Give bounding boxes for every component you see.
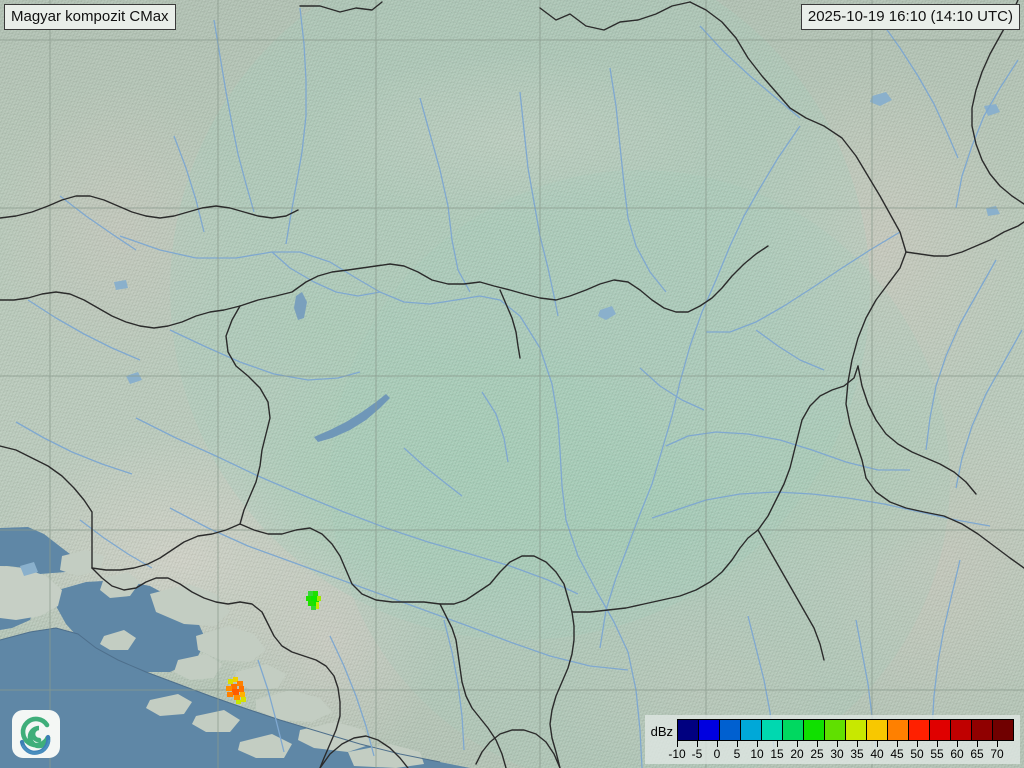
legend-tick-value: 70 (990, 747, 1004, 761)
legend-swatch-10-15 (762, 720, 783, 740)
legend-tick (737, 741, 738, 747)
legend-tick-value: 65 (970, 747, 984, 761)
legend-tick (757, 741, 758, 747)
lakes (20, 92, 1000, 576)
legend-tick-value: 55 (930, 747, 944, 761)
legend-tick (717, 741, 718, 747)
legend-tick (857, 741, 858, 747)
legend-swatch--5-0 (699, 720, 720, 740)
legend-swatch-20-25 (804, 720, 825, 740)
legend-swatch-65-70 (993, 720, 1013, 740)
legend-tick (817, 741, 818, 747)
legend-tick-value: 20 (790, 747, 804, 761)
legend-swatch-15-20 (783, 720, 804, 740)
legend-tick-value: 50 (910, 747, 924, 761)
legend-tick (877, 741, 878, 747)
legend-tick (997, 741, 998, 747)
legend-color-bar (677, 719, 1014, 741)
legend-tick-value: 45 (890, 747, 904, 761)
legend-tick-value: 10 (750, 747, 764, 761)
legend-tick-value: 35 (850, 747, 864, 761)
echo-cell-green (306, 591, 321, 610)
legend-tick-marks (677, 741, 1014, 748)
legend-tick (797, 741, 798, 747)
map-title-label: Magyar kompozit CMax (4, 4, 176, 30)
legend-tick (957, 741, 958, 747)
legend-tick (897, 741, 898, 747)
omsz-spiral-logo[interactable] (12, 710, 60, 758)
legend-tick-value: 15 (770, 747, 784, 761)
legend-swatch-60-65 (972, 720, 993, 740)
legend-tick-value: 5 (733, 747, 741, 761)
radar-echo-group (226, 591, 321, 704)
legend-tick (977, 741, 978, 747)
legend-tick-value: -10 (668, 747, 686, 761)
echo-cell-orange (226, 677, 246, 704)
legend-swatch-0-5 (720, 720, 741, 740)
legend-tick (917, 741, 918, 747)
timestamp-label: 2025-10-19 16:10 (14:10 UTC) (800, 4, 1020, 30)
legend-tick (837, 741, 838, 747)
legend-swatch-5-10 (741, 720, 762, 740)
legend-swatch-35-40 (867, 720, 888, 740)
legend-tick (677, 741, 678, 747)
legend-unit-label: dBz (650, 724, 673, 739)
legend-tick-value: 0 (713, 747, 721, 761)
rivers (15, 7, 1023, 768)
radar-coverage-circle-secondary (330, 170, 950, 768)
legend-tick-value: 60 (950, 747, 964, 761)
legend-swatch-55-60 (951, 720, 972, 740)
legend-swatch-30-35 (846, 720, 867, 740)
legend-tick (777, 741, 778, 747)
legend-tick (937, 741, 938, 747)
legend-tick-value: 30 (830, 747, 844, 761)
legend-swatch-45-50 (909, 720, 930, 740)
legend-swatch-40-45 (888, 720, 909, 740)
adriatic-sea (0, 527, 470, 768)
dbz-color-legend: dBz -10 -5 0 5 10 15 20 25 30 35 40 45 50 55 60 65 70 (644, 715, 1020, 764)
legend-tick-value: 25 (810, 747, 824, 761)
legend-tick-labels: -10 -5 0 5 10 15 20 25 30 35 40 45 50 55 60 65 70 (668, 747, 1014, 762)
legend-swatch-50-55 (930, 720, 951, 740)
legend-tick (697, 741, 698, 747)
legend-swatch-25-30 (825, 720, 846, 740)
legend-tick-value: -5 (691, 747, 703, 761)
legend-tick-value: 40 (870, 747, 884, 761)
legend-swatch--10--5 (678, 720, 699, 740)
